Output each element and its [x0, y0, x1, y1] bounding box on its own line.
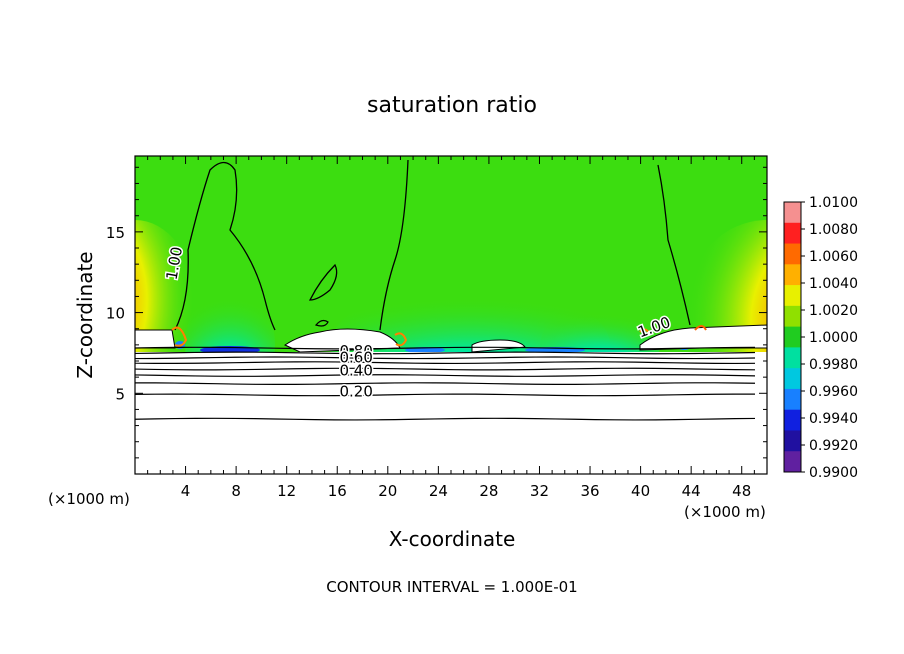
contour-line-6.1 — [135, 374, 756, 377]
contour-100-island — [308, 263, 338, 301]
colorbar-segment — [784, 264, 801, 286]
colorbar-label: 1.0080 — [809, 222, 858, 238]
x-tick-label: 36 — [580, 482, 599, 500]
colorbar — [783, 201, 802, 473]
colorbar-label: 0.9940 — [809, 411, 858, 427]
colorbar-segment — [784, 202, 801, 224]
colorbar-segment — [784, 285, 801, 307]
contour-label: 0.60 — [339, 349, 372, 367]
contour-interval-note: CONTOUR INTERVAL = 1.000E-01 — [326, 578, 577, 596]
cloud-middle — [471, 339, 526, 353]
x-unit-left: (×1000 m) — [48, 490, 130, 508]
colorbar-segment — [784, 243, 801, 265]
colorbar-segment — [784, 451, 801, 473]
colorbar-label: 1.0000 — [809, 330, 858, 346]
contour-line-4.9 — [135, 393, 756, 397]
colorbar-segment — [784, 409, 801, 431]
contour-label: 0.20 — [339, 383, 372, 401]
colorbar-segment — [784, 368, 801, 390]
contour-line-7.5 — [135, 351, 756, 355]
contour-warm-edge-center — [394, 332, 408, 347]
x-tick-label: 12 — [277, 482, 296, 500]
contour-warm-edge-left — [171, 326, 188, 347]
contour-label: 0.80 — [339, 342, 372, 360]
colorbar-label: 0.9980 — [809, 357, 858, 373]
cloud-center — [283, 328, 401, 353]
x-tick-label: 24 — [429, 482, 448, 500]
colorbar-label: 1.0100 — [809, 195, 858, 211]
contour-label: 1.00 — [163, 245, 187, 281]
x-tick-label: 4 — [181, 482, 191, 500]
x-tick-label: 32 — [530, 482, 549, 500]
lower-contours — [135, 346, 756, 421]
contour-100-center — [379, 159, 409, 331]
colorbar-label: 0.9900 — [809, 465, 858, 481]
x-unit-right: (×1000 m) — [684, 503, 766, 521]
colorbar-segment — [784, 347, 801, 369]
contour-100-left — [174, 161, 276, 331]
x-tick-label: 44 — [682, 482, 701, 500]
field-layer: 1.001.000.800.600.400.20 — [135, 156, 767, 474]
y-axis-label: Z-coordinate — [73, 251, 97, 378]
contour-line-5.6 — [135, 382, 756, 386]
x-tick-label: 20 — [378, 482, 397, 500]
contour-100-right — [657, 164, 691, 326]
colorbar-label: 0.9960 — [809, 384, 858, 400]
contour-line-7.8 — [135, 346, 756, 350]
contour-line-3.4 — [135, 417, 756, 421]
contour-warm-edge-right-2 — [694, 325, 707, 331]
colorbar-label: 1.0040 — [809, 276, 858, 292]
contour-line-6.9 — [135, 361, 756, 365]
colorbar-segment — [784, 222, 801, 245]
colorbar-segment — [784, 430, 801, 452]
x-tick-label: 48 — [732, 482, 751, 500]
chart-title: saturation ratio — [367, 93, 537, 118]
cloud-left — [135, 329, 176, 349]
colorbar-label: 1.0020 — [809, 303, 858, 319]
x-tick-label: 16 — [328, 482, 347, 500]
y-tick-label: 5 — [115, 385, 125, 403]
contour-100-small — [314, 319, 329, 327]
colorbar-labels: 1.0100 1.0080 1.0060 1.0040 1.0020 1.0000 0.99… — [801, 195, 858, 481]
x-tick-label: 28 — [479, 482, 498, 500]
x-tick-label: 8 — [231, 482, 241, 500]
colorbar-label: 1.0060 — [809, 249, 858, 265]
x-axis-ticks: 4 8 12 16 20 24 28 32 36 40 44 48 — [147, 156, 755, 500]
x-axis-label: X-coordinate — [389, 527, 516, 551]
contour-line-7.2 — [135, 356, 756, 360]
y-tick-label: 10 — [106, 305, 125, 323]
colorbar-segment — [784, 305, 801, 328]
y-tick-label: 15 — [106, 224, 125, 242]
y-axis-ticks: 5 10 15 — [106, 166, 767, 459]
colorbar-segment — [784, 388, 801, 411]
colorbar-label: 0.9920 — [809, 438, 858, 454]
x-tick-label: 40 — [631, 482, 650, 500]
contour-line-6.5 — [135, 367, 756, 371]
lower-white-field — [135, 352, 767, 474]
colorbar-segment — [784, 326, 801, 348]
contour-warm-edge-right — [639, 328, 651, 335]
contour-label: 0.40 — [339, 362, 372, 380]
